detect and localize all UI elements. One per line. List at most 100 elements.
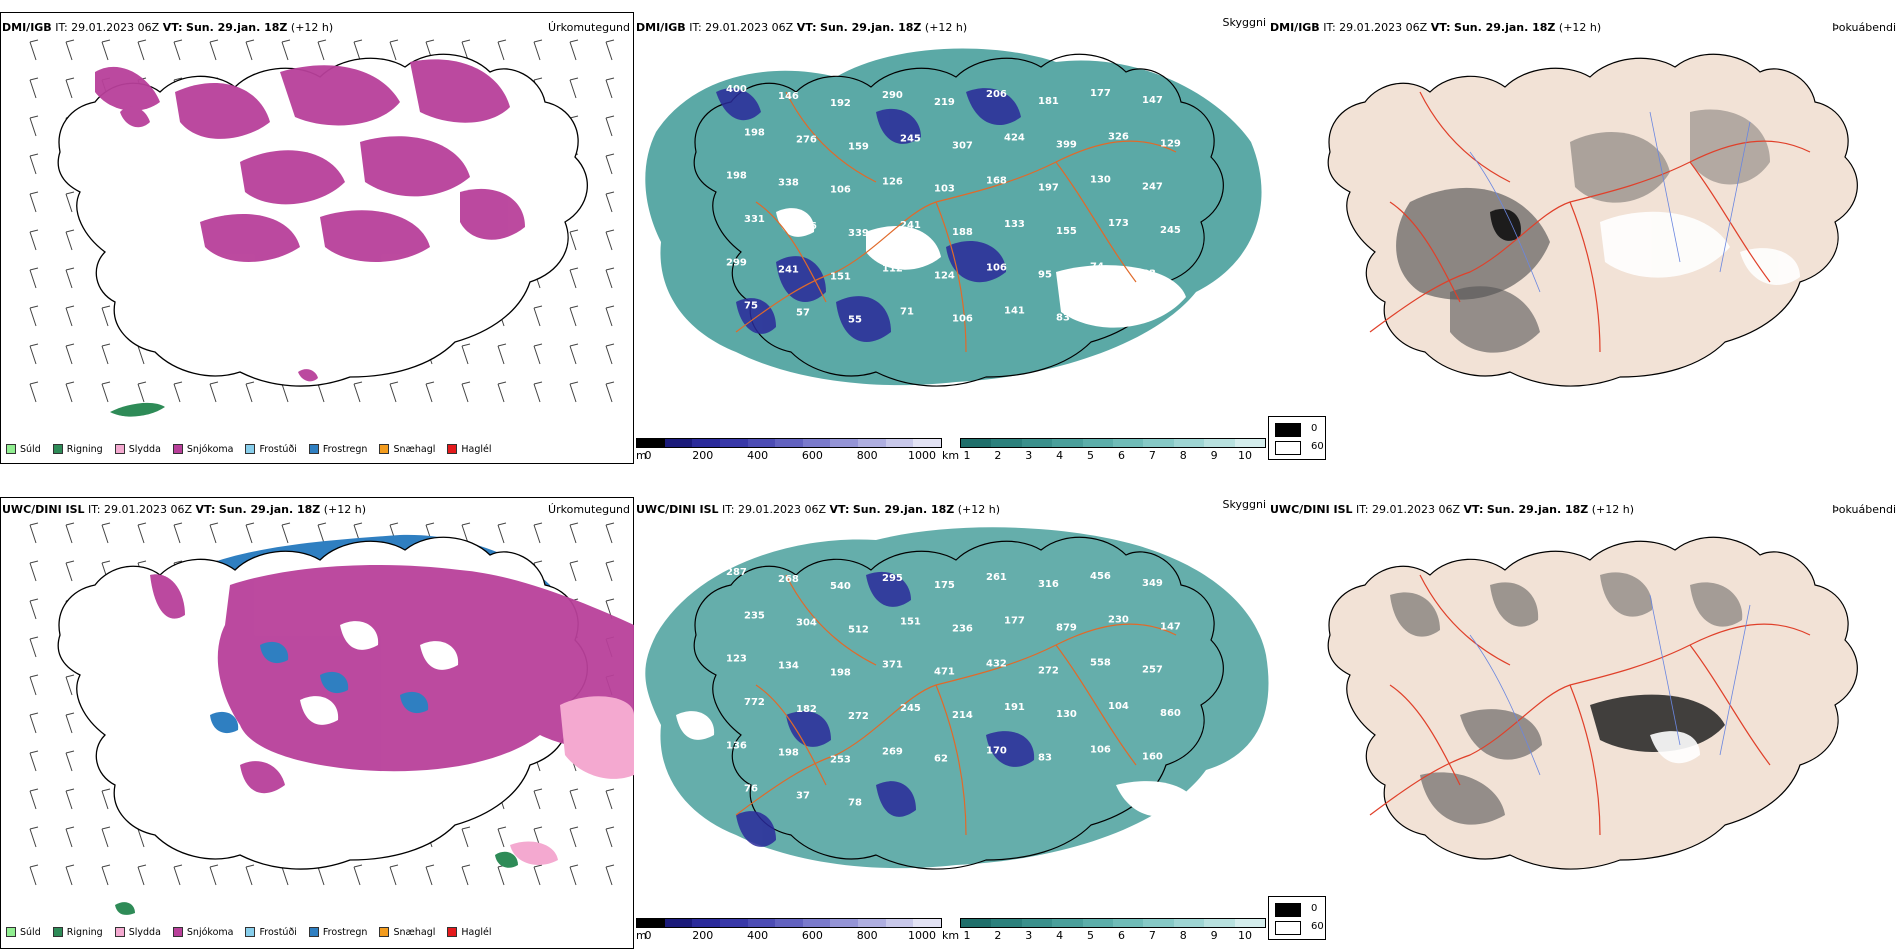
cloud-base-label: 130 <box>1090 175 1111 186</box>
cloud-base-label: 133 <box>1004 219 1025 230</box>
wind-barb <box>461 864 471 886</box>
cloud-base-label: 151 <box>830 271 851 282</box>
legend-label: Frostúði <box>259 443 297 455</box>
wind-barb <box>497 826 507 848</box>
colorbar-tick: 600 <box>801 449 823 462</box>
ptype-map-frame <box>0 12 634 464</box>
cloud-header: UWC/DINI ISL IT: 29.01.2023 06Z VT: Sun.… <box>636 503 1000 516</box>
ptype-title: Úrkomutegund <box>548 21 630 34</box>
cloud-base-labels: 400 146 192 290 219 206 181 177 147 198 276 159 245 3… <box>726 84 1181 326</box>
wind-barb <box>389 39 399 61</box>
colorbar-tick: 10 <box>1238 449 1252 462</box>
legend-label: Súld <box>20 926 41 938</box>
colorbar-tick: 1000 <box>908 929 936 942</box>
cloud-base-label: 147 <box>1142 95 1163 106</box>
colorbar-segment <box>1052 919 1083 927</box>
cloud-base-label: 95 <box>1038 269 1052 280</box>
wind-barb <box>497 864 507 886</box>
colorbar-segment <box>637 439 665 447</box>
cloud-base-label: 287 <box>726 567 747 578</box>
model-name: UWC/DINI ISL <box>636 503 719 516</box>
cloud-base-label: 257 <box>1142 665 1163 676</box>
colorbar-tick: 3 <box>1025 449 1033 462</box>
sleet-areas <box>510 696 634 865</box>
wind-barb <box>569 77 579 99</box>
fog-swatch-dark <box>1275 903 1301 917</box>
cloud-base-labels: 287 268 540 295 175 261 316 456 349 235 304 512 151 2… <box>726 567 1181 809</box>
wind-barb <box>353 39 363 61</box>
colorbar-segment <box>961 919 992 927</box>
wind-barb <box>65 522 75 544</box>
lead-time: (+12 h) <box>957 503 1001 516</box>
wind-barb <box>317 39 327 61</box>
cloud-base-label: 177 <box>1004 615 1025 626</box>
cloud-base-label: 159 <box>848 141 869 152</box>
wind-barb <box>461 826 471 848</box>
wind-barb <box>101 381 111 403</box>
wind-barb <box>29 826 39 848</box>
cloud-base-label: 182 <box>796 704 817 715</box>
legend-item-freezing-rain: Frostregn <box>308 444 367 455</box>
model-name: UWC/DINI ISL <box>1270 503 1353 516</box>
wind-barb <box>137 381 147 403</box>
wind-barb <box>65 77 75 99</box>
colorbar-tick: 5 <box>1087 449 1095 462</box>
clear-areas <box>776 208 1186 328</box>
wind-barb <box>29 115 39 137</box>
colorbar-segment <box>802 439 831 447</box>
cloud-base-label: 177 <box>1090 88 1111 99</box>
colorbar-tick: 1000 <box>908 449 936 462</box>
colorbar-tick: 4 <box>1056 929 1064 942</box>
wind-barb <box>497 381 507 403</box>
legend-label: Frostregn <box>322 926 368 938</box>
wind-barb <box>65 191 75 213</box>
legend-item-snow-pellets: Snæhagl <box>379 927 435 938</box>
colorbar-segment <box>1021 439 1053 447</box>
wind-barb <box>29 267 39 289</box>
wind-barb <box>533 39 543 61</box>
cloud-base-label: 338 <box>778 178 799 189</box>
legend-item-sleet: Slydda <box>114 927 161 938</box>
rain-areas <box>110 402 165 417</box>
model-name: UWC/DINI ISL <box>2 503 85 516</box>
fog-legend: 0 60 <box>1268 416 1326 460</box>
wind-barb <box>389 864 399 886</box>
cloud-base-label: 191 <box>1004 702 1025 713</box>
legend-label: Snjókoma <box>186 926 234 938</box>
visibility-field <box>645 527 1269 869</box>
wind-barb <box>29 191 39 213</box>
ptype-legend: Súld Rigning Slydda Snjókoma Frostúði Fr… <box>6 924 626 940</box>
cloud-base-label: 879 <box>1056 622 1077 633</box>
cloud-base-label: 126 <box>882 177 903 188</box>
colorbar-segment <box>1204 439 1235 447</box>
cloud-base-label: 198 <box>744 127 765 138</box>
fog-swatch-dark <box>1275 423 1301 437</box>
cloud-base-label: 540 <box>830 581 851 592</box>
cloud-base-label: 230 <box>1108 614 1129 625</box>
cloud-base-label: 175 <box>934 580 955 591</box>
legend-label: Snjókoma <box>186 443 234 455</box>
cloud-base-label: 123 <box>726 654 747 665</box>
wind-barb <box>389 381 399 403</box>
cloud-base-label: 62 <box>934 753 948 764</box>
wind-barb <box>605 788 615 810</box>
it-label: IT: <box>55 21 68 34</box>
wind-barb <box>101 343 111 365</box>
cloud-base-label: 37 <box>796 791 810 802</box>
swatch-drizzle <box>6 444 16 454</box>
wind-barb <box>605 77 615 99</box>
wind-barb <box>29 381 39 403</box>
wind-barb <box>569 788 579 810</box>
visibility-unit: km <box>942 929 960 942</box>
fog-clear <box>1600 211 1800 285</box>
swatch-snow <box>172 444 183 454</box>
wind-barb <box>101 788 111 810</box>
wind-barb <box>29 674 39 696</box>
wind-barb <box>173 864 183 886</box>
wind-barb <box>65 674 75 696</box>
wind-barb <box>29 712 39 734</box>
wind-barb <box>101 522 111 544</box>
legend-item-hail: Haglél <box>447 927 492 938</box>
road-network <box>735 574 1177 836</box>
colorbar-tick: 0 <box>644 929 652 942</box>
